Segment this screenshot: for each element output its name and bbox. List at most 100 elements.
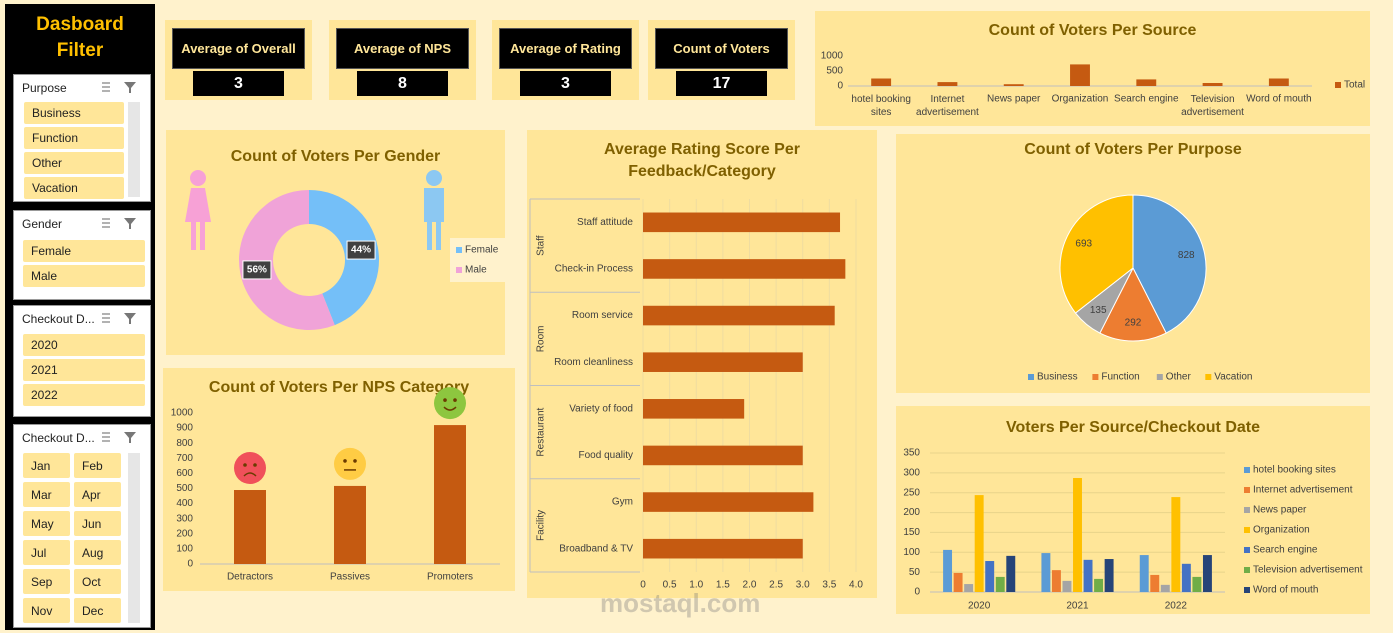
x-tick-label: News paper	[987, 94, 1041, 105]
slicer: Gender Female Male	[13, 210, 151, 300]
slicer-item[interactable]: 2020	[23, 334, 145, 356]
y-tick-label: Check-in Process	[555, 264, 633, 275]
x-tick-label: 0	[640, 580, 646, 591]
slicer-header: Checkout D...	[22, 431, 95, 445]
legend-swatch	[1244, 567, 1250, 573]
slicer-item[interactable]: Aug	[74, 540, 121, 565]
slicer-item[interactable]: Business	[24, 102, 124, 124]
bar	[234, 490, 266, 564]
data-label: 828	[1178, 250, 1195, 261]
chart-title: Voters Per Source/Checkout Date	[1006, 419, 1260, 436]
x-tick-label: Promoters	[427, 572, 473, 583]
y-tick-label: 500	[826, 66, 843, 77]
legend-label: Search engine	[1253, 545, 1318, 556]
slicer-item[interactable]: Feb	[74, 453, 121, 478]
slicer-item[interactable]: Dec	[74, 598, 121, 623]
slicer-item[interactable]: Apr	[74, 482, 121, 507]
data-label: 693	[1075, 239, 1092, 250]
legend-swatch	[1156, 374, 1163, 380]
legend-swatch	[1244, 527, 1250, 533]
pie-slice	[1059, 194, 1134, 314]
legend-label: Female	[465, 245, 499, 256]
slicer-item[interactable]: Female	[23, 240, 145, 262]
legend-label: News paper	[1253, 505, 1307, 516]
kpi-card: Average of Rating 3	[492, 20, 639, 100]
person-head	[426, 170, 442, 186]
x-tick-label: 3.0	[796, 580, 810, 591]
y-tick-label: 350	[903, 448, 920, 459]
y-tick-label: 250	[903, 487, 920, 498]
slicer-item[interactable]: May	[23, 511, 70, 536]
bar	[1041, 553, 1051, 592]
bar	[434, 425, 466, 564]
legend-swatch	[456, 247, 462, 253]
bar	[1181, 563, 1191, 592]
slicer-item[interactable]: Oct	[74, 569, 121, 594]
bar	[1202, 555, 1212, 592]
emoji-eye	[443, 398, 447, 402]
legend-label: Word of mouth	[1253, 585, 1318, 596]
slicer-item[interactable]: Vacation	[24, 177, 124, 199]
kpi-card: Count of Voters 17	[648, 20, 795, 100]
chart: Average Rating Score Per Feedback/Categor…	[527, 130, 877, 598]
bar	[1006, 555, 1016, 592]
y-tick-label: Staff attitude	[577, 217, 633, 228]
bar	[1171, 497, 1181, 592]
slicer-item[interactable]: Jan	[23, 453, 70, 478]
bar	[943, 549, 953, 592]
y-tick-label: 500	[176, 483, 193, 494]
x-tick-label: 2.0	[743, 580, 757, 591]
kpi-value: 17	[676, 71, 767, 96]
bar	[643, 305, 835, 326]
sidebar-title: Dasboard Filter	[36, 14, 124, 61]
y-tick-label: 150	[903, 527, 920, 538]
legend-label: Organization	[1253, 525, 1310, 536]
y-tick-label: 1000	[821, 51, 844, 62]
bar	[643, 445, 803, 466]
x-tick-label: Detractors	[227, 572, 273, 583]
y-tick-label: 0	[914, 587, 920, 598]
slicer-item[interactable]: Mar	[23, 482, 70, 507]
y-tick-label: 600	[176, 468, 193, 479]
kpi-label: Count of Voters	[655, 28, 788, 69]
person-leg	[200, 222, 205, 250]
slicer-header: Purpose	[22, 81, 67, 95]
slicer-icons	[102, 82, 136, 93]
kpi-value: 3	[193, 71, 284, 96]
slicer-item[interactable]: Other	[24, 152, 124, 174]
chart-title: Average Rating Score Per Feedback/Categor…	[604, 141, 800, 180]
slicer-item[interactable]: Nov	[23, 598, 70, 623]
emoji-mouth	[443, 406, 457, 411]
label-box	[242, 260, 272, 280]
chart: Voters Per Source/Checkout Date 0 50 100 150…	[896, 406, 1370, 614]
group-label: Facility	[536, 510, 547, 541]
y-tick-label: Food quality	[579, 450, 633, 461]
legend-swatch	[1092, 374, 1099, 380]
slicer-item[interactable]: Male	[23, 265, 145, 287]
x-tick-label: 2020	[968, 601, 991, 612]
slicer-item[interactable]: Jul	[23, 540, 70, 565]
bar	[1083, 559, 1093, 592]
slicer-item[interactable]: Jun	[74, 511, 121, 536]
legend-label: Other	[1166, 372, 1192, 383]
slicer-item[interactable]: 2021	[23, 359, 145, 381]
emoji-face	[234, 452, 266, 485]
slicer-item[interactable]: Function	[24, 127, 124, 149]
slicer-item[interactable]: 2022	[23, 384, 145, 406]
icon-filter	[124, 432, 136, 443]
y-tick-label: Room service	[572, 310, 634, 321]
group-label: Restaurant	[536, 407, 547, 456]
y-tick-label: 700	[176, 453, 193, 464]
bar	[643, 352, 803, 372]
x-tick-label: 2.5	[769, 580, 783, 591]
icon-filter	[124, 82, 136, 93]
x-tick-label: 2022	[1165, 601, 1188, 612]
legend-swatch	[1335, 82, 1341, 88]
chart: Count of Voters Per NPS Category 0 100 200 3…	[163, 368, 515, 591]
slicer-item[interactable]: Sep	[23, 569, 70, 594]
person-leg	[436, 222, 441, 250]
y-tick-label: 50	[909, 567, 921, 578]
x-tick-label: 1.0	[689, 580, 703, 591]
legend-label: Internet advertisement	[1253, 485, 1353, 496]
